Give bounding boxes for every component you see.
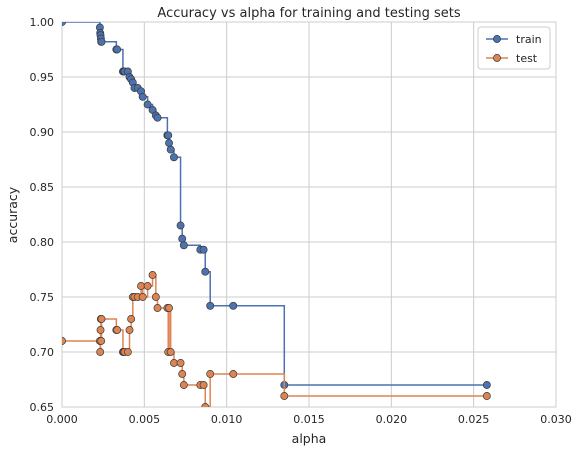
data-point-test xyxy=(96,348,105,356)
x-tick-label: 0.010 xyxy=(211,413,243,426)
y-axis-title: accuracy xyxy=(5,186,20,243)
data-point-test xyxy=(229,370,238,378)
y-tick-label: 0.95 xyxy=(30,71,55,84)
series-test xyxy=(62,271,491,407)
data-point-test xyxy=(151,293,160,301)
data-point-test xyxy=(96,326,105,334)
grid xyxy=(61,21,557,408)
plot-area-frame xyxy=(61,21,557,408)
y-tick-label: 0.90 xyxy=(30,126,55,139)
data-point-test xyxy=(201,403,210,407)
data-point-train xyxy=(166,145,175,154)
data-point-train xyxy=(153,113,162,122)
data-point-train xyxy=(143,100,152,109)
data-point-test xyxy=(137,282,145,290)
y-tick-label: 0.85 xyxy=(30,181,55,194)
y-axis: 0.65 0.70 0.75 0.80 0.85 0.90 0.95 1.00 xyxy=(30,16,55,414)
y-tick-label: 1.00 xyxy=(30,16,55,29)
legend-item-train: train xyxy=(486,33,542,46)
data-point-test xyxy=(199,381,208,389)
data-point-test xyxy=(123,348,132,356)
data-point-train xyxy=(176,221,185,230)
data-point-train xyxy=(229,301,238,310)
legend-marker xyxy=(493,54,501,62)
data-point-test xyxy=(179,381,188,389)
x-axis-title: alpha xyxy=(292,431,327,446)
legend-marker xyxy=(493,35,501,43)
x-tick-label: 0.015 xyxy=(293,413,325,426)
x-tick-label: 0.025 xyxy=(458,413,490,426)
data-point-test xyxy=(176,359,185,367)
data-point-test xyxy=(62,337,66,345)
data-point-train xyxy=(170,153,178,162)
data-point-train xyxy=(179,241,188,250)
legend-label: train xyxy=(516,33,542,46)
data-point-train xyxy=(482,381,491,389)
data-point-train xyxy=(97,37,106,46)
legend: train test xyxy=(477,26,551,70)
data-point-train xyxy=(178,234,187,243)
data-point-test xyxy=(113,326,122,334)
y-tick-label: 0.65 xyxy=(30,401,55,414)
legend-item-test: test xyxy=(486,52,538,65)
data-point-test xyxy=(166,348,175,356)
data-point-test xyxy=(280,392,289,400)
data-point-test xyxy=(482,392,491,400)
data-point-test xyxy=(125,326,134,334)
data-point-test xyxy=(97,315,106,323)
data-point-test xyxy=(165,304,173,312)
data-point-train xyxy=(201,267,210,276)
data-point-test xyxy=(170,359,178,367)
data-point-train xyxy=(206,301,215,310)
x-tick-label: 0.000 xyxy=(46,413,78,426)
data-point-train xyxy=(113,45,122,54)
data-point-train xyxy=(199,245,208,254)
data-point-train xyxy=(62,22,66,26)
data-point-test xyxy=(97,337,106,345)
data-point-test xyxy=(178,370,187,378)
series-line-test xyxy=(62,274,487,407)
series-train xyxy=(62,22,491,389)
x-tick-label: 0.030 xyxy=(540,413,572,426)
data-point-test xyxy=(143,282,152,290)
data-point-test xyxy=(148,271,157,279)
x-axis: 0.000 0.005 0.010 0.015 0.020 0.025 0.030 xyxy=(46,413,572,426)
data-point-train xyxy=(138,92,147,101)
y-tick-label: 0.80 xyxy=(30,236,55,249)
data-point-train xyxy=(165,139,173,147)
chart-title: Accuracy vs alpha for training and testi… xyxy=(157,6,460,21)
y-tick-label: 0.75 xyxy=(30,291,55,304)
data-point-test xyxy=(153,304,162,312)
data-point-test xyxy=(138,293,147,301)
x-tick-label: 0.005 xyxy=(129,413,161,426)
data-point-test xyxy=(127,315,136,323)
series-layer xyxy=(62,22,491,407)
y-tick-label: 0.70 xyxy=(30,346,55,359)
data-point-train xyxy=(164,131,173,140)
data-point-test xyxy=(206,370,215,378)
legend-label: test xyxy=(516,52,538,65)
x-tick-label: 0.020 xyxy=(376,413,408,426)
